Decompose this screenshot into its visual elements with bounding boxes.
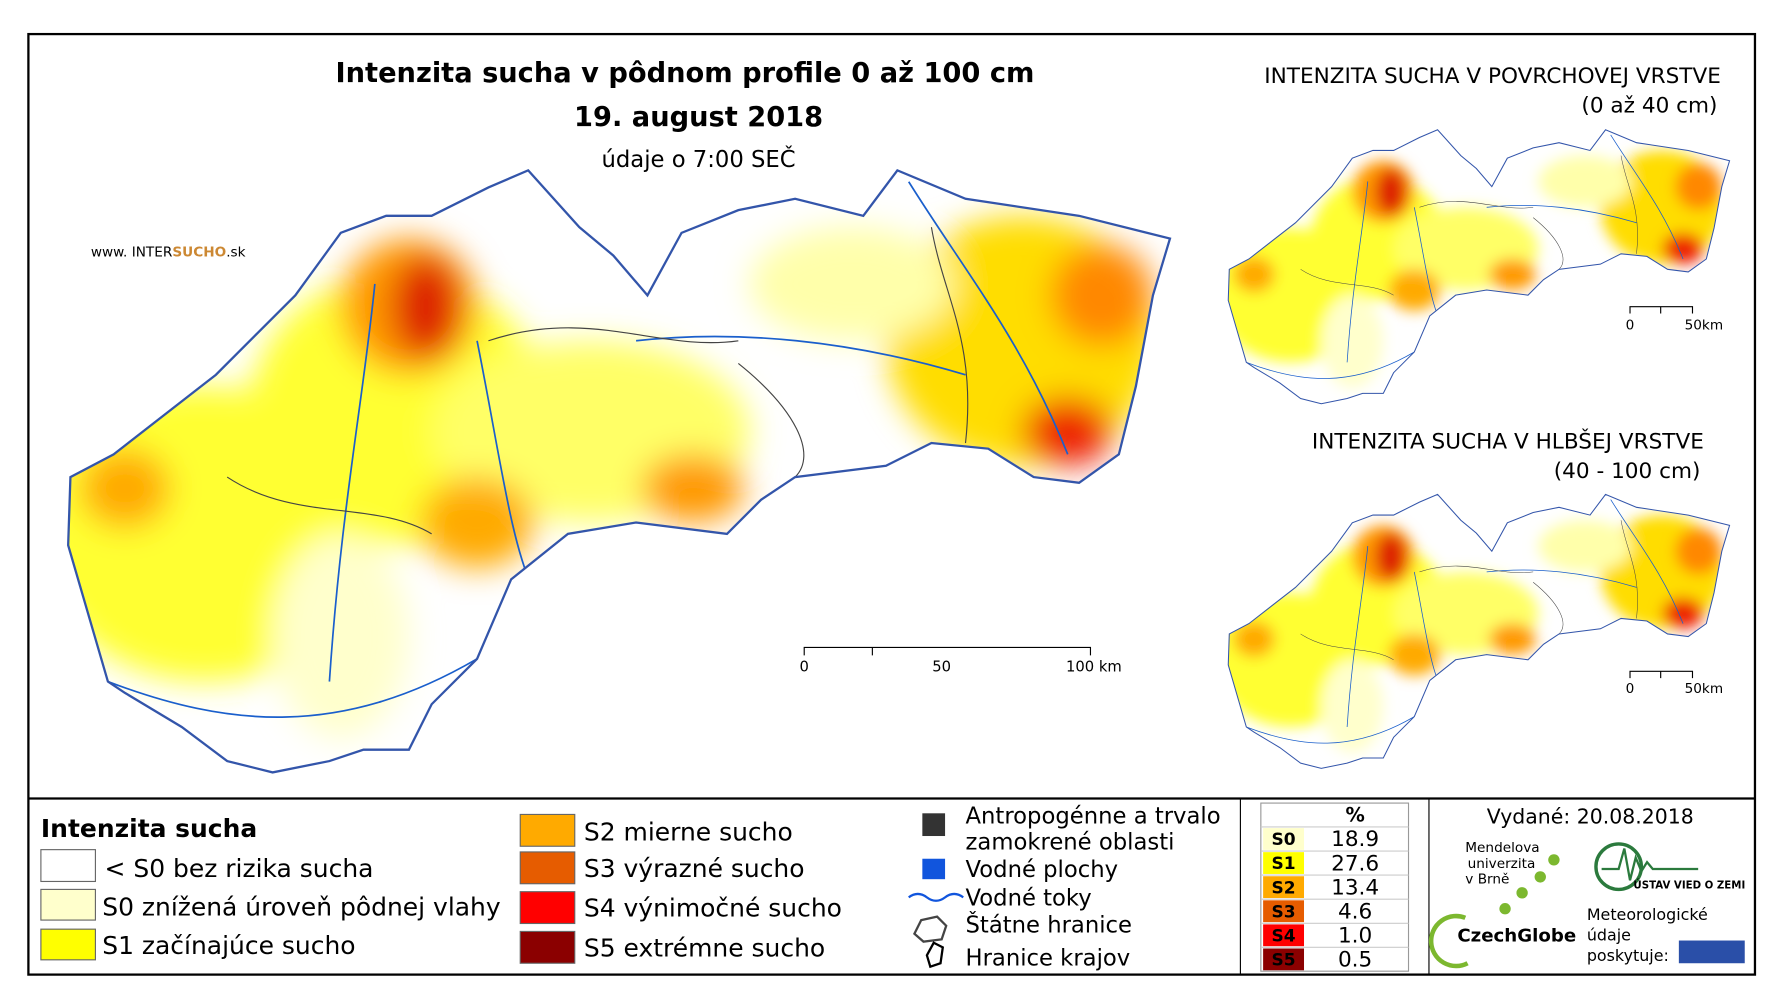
- legend-label: S5 extrémne sucho: [584, 933, 825, 962]
- swatch: [519, 891, 576, 925]
- inset-subtitle: (0 až 40 cm): [1581, 93, 1717, 118]
- logo-text: univerzita: [1468, 856, 1536, 872]
- legend-labels: < S0 bez rizika sucha S0 znížená úroveň …: [102, 818, 842, 963]
- percent-value: 4.6: [1338, 899, 1372, 924]
- scale-bar: [1629, 306, 1694, 314]
- feature-label: Vodné plochy: [966, 857, 1119, 883]
- university-logo: Mendelova univerzita v Brně: [1465, 840, 1560, 915]
- icon-water: [922, 858, 946, 880]
- percent-value: 0.5: [1338, 948, 1372, 973]
- scale-bar: [1629, 670, 1694, 679]
- website-part: .sk: [226, 245, 245, 261]
- provider-text: poskytuje:: [1587, 946, 1669, 965]
- swatch: [40, 888, 96, 921]
- scale-label: 50km: [1685, 317, 1724, 333]
- swatch: [40, 849, 96, 883]
- inset-map-deep: [1213, 494, 1730, 768]
- logo-text: Mendelova: [1465, 840, 1539, 856]
- legend-label: S2 mierne sucho: [584, 818, 793, 847]
- logo-text: v Brně: [1465, 872, 1509, 888]
- icon-anthropogenic: [922, 813, 946, 837]
- class-code: S4: [1272, 926, 1296, 946]
- class-cell: [1263, 948, 1305, 971]
- legend-label: S4 výnimočné sucho: [584, 894, 842, 923]
- time-note: údaje o 7:00 SEČ: [602, 145, 796, 173]
- provider-text: Meteorologické: [1587, 905, 1708, 924]
- swatch: [519, 813, 576, 847]
- legend-label: < S0 bez rizika sucha: [105, 854, 374, 883]
- logo-dot: [1534, 871, 1546, 883]
- percent-value: 1.0: [1338, 924, 1372, 949]
- logo-dot: [1516, 887, 1528, 899]
- website-part: www. INTER: [91, 245, 173, 261]
- inset-title: INTENZITA SUCHA V HLBŠEJ VRSTVE: [1312, 429, 1704, 455]
- class-code: S2: [1272, 878, 1296, 898]
- scale-label: 0: [800, 658, 809, 675]
- feature-label: zamokrené oblasti: [966, 830, 1175, 856]
- feature-label: Antropogénne a trvalo: [966, 804, 1221, 830]
- class-code: S5: [1272, 951, 1296, 971]
- icon-river: [908, 892, 964, 902]
- icon-border: [912, 915, 948, 943]
- provider: Meteorologické údaje poskytuje:: [1587, 905, 1708, 965]
- percent-value: 18.9: [1331, 827, 1379, 852]
- class-cell: [1263, 924, 1305, 947]
- percent-value: 13.4: [1331, 875, 1379, 900]
- inset-map-surface: [1213, 130, 1730, 404]
- swatch: [519, 851, 576, 885]
- icon-region: [925, 941, 945, 969]
- institute-logo: [1594, 842, 1644, 892]
- swatch: [40, 928, 96, 961]
- main-title: Intenzita sucha v pôdnom profile 0 až 10…: [336, 58, 1035, 89]
- class-cell: [1263, 900, 1305, 923]
- czechglobe-arc: [1428, 913, 1469, 969]
- provider-text: údaje: [1587, 926, 1631, 945]
- website-part: SUCHO: [172, 245, 226, 261]
- feature-labels: Antropogénne a trvalo zamokrené oblasti …: [966, 804, 1221, 972]
- table-border: [1260, 802, 1410, 972]
- institute-logo-text: ÚSTAV VIED O ZEMI: [1633, 878, 1745, 891]
- scale-label: 100 km: [1066, 658, 1122, 675]
- feature-label: Štátne hranice: [966, 911, 1132, 939]
- shmu-logo: [1678, 940, 1745, 964]
- percent-value: 27.6: [1331, 851, 1379, 876]
- swatch: [519, 930, 576, 964]
- stats-table: % S0 18.9 S1 27.6 S2 13.4 S3 4.6 S4 1.0 S5 0.5: [1260, 802, 1410, 973]
- institute-wave: [1601, 848, 1699, 881]
- scale-bar: [803, 646, 1092, 656]
- legend-label: S1 začínajúce sucho: [102, 931, 355, 960]
- logo-dot: [1548, 854, 1560, 866]
- table-header: %: [1345, 803, 1364, 826]
- legend-swatches: [40, 813, 576, 964]
- class-cell: [1263, 828, 1305, 850]
- legend-label: S3 výrazné sucho: [584, 854, 805, 883]
- logo-dot: [1499, 903, 1511, 915]
- scale-label: 0: [1626, 317, 1635, 333]
- feature-label: Vodné toky: [966, 885, 1092, 911]
- inset-subtitle: (40 - 100 cm): [1554, 459, 1701, 484]
- class-cell: [1263, 876, 1305, 899]
- feature-label: Hranice krajov: [966, 946, 1131, 972]
- website: www. INTERSUCHO.sk: [91, 245, 246, 261]
- legend-label: S0 znížená úroveň pôdnej vlahy: [102, 893, 501, 922]
- czechglobe-logo: CzechGlobe: [1457, 926, 1576, 947]
- class-cell: [1263, 852, 1305, 874]
- scale-label: 0: [1626, 681, 1635, 697]
- legend-title: Intenzita sucha: [41, 814, 257, 843]
- issued-date: Vydané: 20.08.2018: [1487, 805, 1694, 829]
- frame: [27, 32, 1757, 976]
- scale-label: 50km: [1685, 681, 1724, 697]
- scale-label: 50: [932, 658, 951, 675]
- class-code: S3: [1272, 902, 1296, 922]
- class-code: S0: [1272, 830, 1296, 850]
- main-date: 19. august 2018: [574, 102, 823, 133]
- inset-title: INTENZITA SUCHA V POVRCHOVEJ VRSTVE: [1264, 64, 1721, 89]
- class-code: S1: [1272, 854, 1296, 874]
